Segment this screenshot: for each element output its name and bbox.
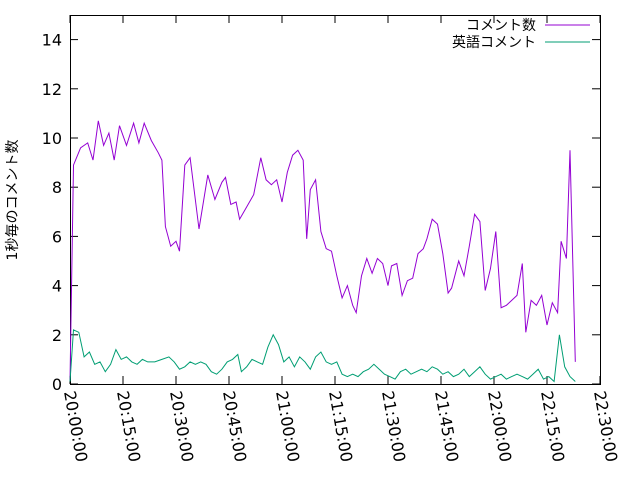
y-tick-label: 6 (52, 227, 62, 246)
y-tick-label: 0 (52, 375, 62, 394)
plot-frame (70, 15, 601, 385)
series-line-2 (69, 329, 576, 383)
x-tick-label: 21:15:00 (325, 389, 356, 463)
x-tick-label: 20:45:00 (219, 389, 250, 463)
x-tick-label: 22:00:00 (484, 389, 515, 463)
y-tick-label: 14 (42, 31, 62, 50)
x-tick-label: 20:30:00 (166, 389, 197, 463)
y-tick-label: 8 (52, 178, 62, 197)
x-tick-label: 21:30:00 (378, 389, 409, 463)
y-tick-label: 4 (52, 277, 62, 296)
x-axis-ticks: 20:00:00 20:15:00 20:30:00 20:45:00 21:00:00… (60, 15, 621, 463)
y-axis-ticks: 0 2 4 6 8 10 12 14 (42, 31, 600, 394)
series-line-1 (69, 120, 576, 382)
x-tick-label: 20:00:00 (60, 389, 91, 463)
x-tick-label: 21:00:00 (272, 389, 303, 463)
x-tick-label: 22:30:00 (590, 389, 621, 463)
y-tick-label: 10 (42, 129, 62, 148)
x-tick-label: 20:15:00 (113, 389, 144, 463)
y-axis-label: 1秒毎のコメント数 (5, 140, 21, 261)
y-tick-label: 12 (42, 80, 62, 99)
series-layer (69, 120, 576, 383)
x-tick-label: 21:45:00 (431, 389, 462, 463)
y-tick-label: 2 (52, 326, 62, 345)
legend-label-1: コメント数 (466, 18, 536, 34)
legend-label-2: 英語コメント (452, 34, 536, 51)
x-tick-label: 22:15:00 (537, 389, 568, 463)
